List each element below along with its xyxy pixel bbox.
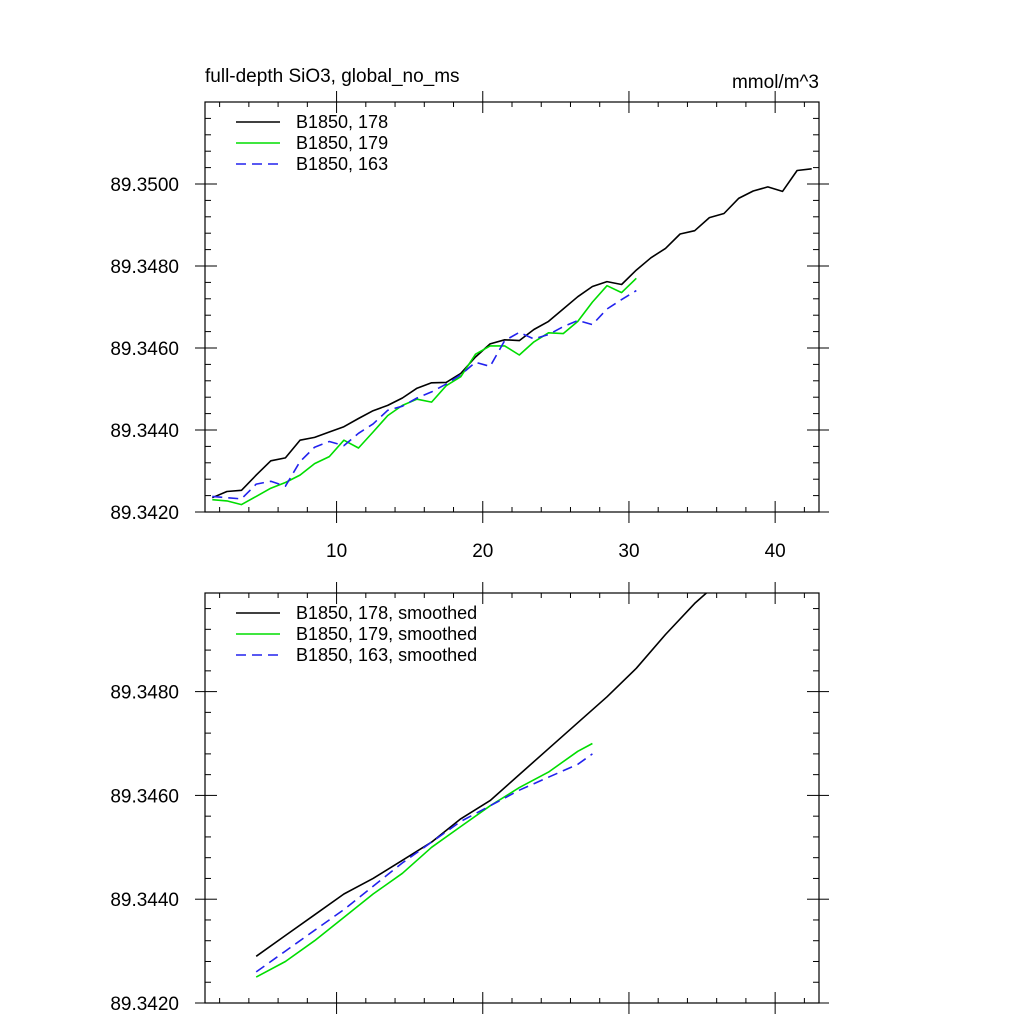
y-tick-label: 89.3420 (110, 994, 179, 1015)
x-tick-label: 20 (472, 541, 493, 562)
y-tick-label: 89.3460 (110, 339, 179, 360)
x-tick-label: 40 (765, 541, 786, 562)
legend-label: B1850, 178 (296, 112, 388, 132)
series-line-3 (255, 753, 593, 973)
legend-label: B1850, 163, smoothed (296, 645, 477, 665)
y-tick-label: 89.3500 (110, 175, 179, 196)
series-line-2 (255, 742, 593, 978)
y-tick-label: 89.3460 (110, 786, 179, 807)
top-panel: 10 20 30 40 89.3420 89.3440 89.3460 89.3480 89.3… (110, 66, 829, 562)
chart-title: full-depth SiO3, global_no_ms (205, 66, 460, 87)
series-line-1 (211, 168, 812, 499)
y-tick-label: 89.3440 (110, 421, 179, 442)
series-line-3 (212, 289, 637, 500)
x-tick-label: 10 (326, 541, 347, 562)
legend-label: B1850, 179, smoothed (296, 624, 477, 644)
series-line-1 (255, 593, 708, 957)
y-tick-label: 89.3420 (110, 503, 179, 524)
bottom-panel: 89.3420 89.3440 89.3460 89.3480 B1850, 178, … (110, 582, 829, 1015)
x-tick-label: 30 (618, 541, 639, 562)
y-tick-label: 89.3440 (110, 890, 179, 911)
legend-label: B1850, 178, smoothed (296, 603, 477, 623)
series-line-2 (212, 277, 637, 506)
legend-label: B1850, 163 (296, 154, 388, 174)
legend-label: B1850, 179 (296, 133, 388, 153)
y-tick-label: 89.3480 (110, 257, 179, 278)
units-label: mmol/m^3 (732, 72, 819, 93)
y-tick-label: 89.3480 (110, 683, 179, 704)
